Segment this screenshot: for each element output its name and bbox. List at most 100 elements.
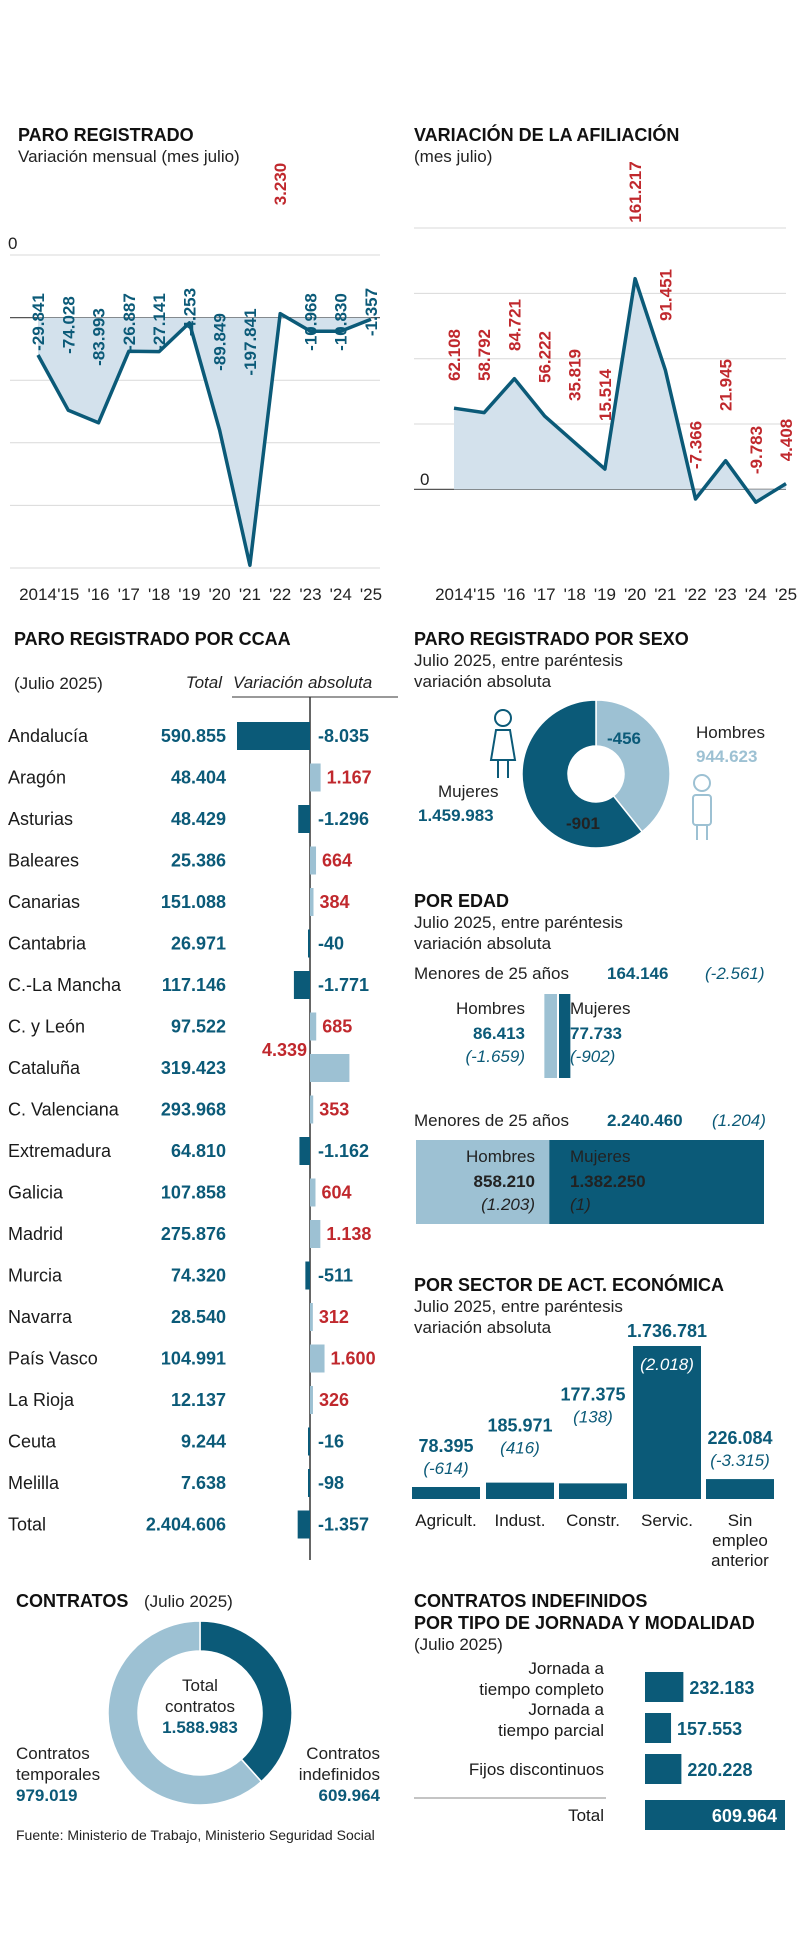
x-tick-label: '19 xyxy=(594,585,616,604)
region-total: 319.423 xyxy=(161,1058,226,1078)
variation-bar xyxy=(299,1137,310,1165)
ccaa-row: La Rioja 12.137 326 xyxy=(8,1386,349,1414)
region-total: 48.429 xyxy=(171,809,226,829)
region-name: Aragón xyxy=(8,768,66,788)
sector-bar xyxy=(706,1479,774,1499)
edad-chart: POR EDAD Julio 2025, entre paréntesis va… xyxy=(414,891,766,1224)
center-value: 1.588.983 xyxy=(162,1718,238,1737)
center-label-1: Total xyxy=(182,1676,218,1695)
x-tick-label: '17 xyxy=(118,585,140,604)
region-total: 590.855 xyxy=(161,726,226,746)
ccaa-row: C. y León 97.522 685 xyxy=(8,1012,352,1041)
zero-label: 0 xyxy=(420,470,429,489)
x-tick-label: '15 xyxy=(57,585,79,604)
group-2-hombres-value: 858.210 xyxy=(474,1172,535,1191)
x-tick-label: '21 xyxy=(239,585,261,604)
chart-subtitle-1: Julio 2025, entre paréntesis xyxy=(414,1297,623,1316)
female-icon xyxy=(489,709,517,778)
group-2-total-var: (1.204) xyxy=(712,1111,766,1130)
data-labels: 62.108 58.792 84.721 56.222 35.819 15.514 161.… xyxy=(445,161,796,474)
ccaa-row: Aragón 48.404 1.167 xyxy=(8,763,372,792)
variation-label: -40 xyxy=(318,934,344,954)
x-tick-label: '23 xyxy=(715,585,737,604)
group-1-label: Menores de 25 años xyxy=(414,964,569,983)
data-label: 21.945 xyxy=(717,359,736,411)
x-tick-label: '18 xyxy=(564,585,586,604)
region-name: Galicia xyxy=(8,1183,64,1203)
chart-title: POR SECTOR DE ACT. ECONÓMICA xyxy=(414,1274,724,1295)
group-1-bars xyxy=(544,994,571,1078)
pie-slice xyxy=(199,1620,293,1783)
region-name: Extremadura xyxy=(8,1141,112,1161)
variation-label: -1.162 xyxy=(318,1141,369,1161)
ccaa-row: Cataluña 319.423 4.339 xyxy=(8,1040,350,1082)
chart-title-2: POR TIPO DE JORNADA Y MODALIDAD xyxy=(414,1613,755,1633)
sector-bar xyxy=(559,1483,627,1499)
variation-bar xyxy=(298,805,310,833)
x-tick-labels: 2014'15 '16 '17 '18 '19 '20 '21 '22 '23 '24 '25 xyxy=(19,585,382,604)
hombres-value: 944.623 xyxy=(696,747,757,766)
chart-title: VARIACIÓN DE LA AFILIACIÓN xyxy=(414,124,679,145)
region-total: 151.088 xyxy=(161,892,226,912)
group-2-hombres-var: (1.203) xyxy=(481,1195,535,1214)
afiliacion-chart: VARIACIÓN DE LA AFILIACIÓN (mes julio) 0… xyxy=(414,124,797,604)
chart-title: POR EDAD xyxy=(414,891,509,911)
sector-category: Sin xyxy=(728,1511,753,1530)
chart-title: PARO REGISTRADO POR CCAA xyxy=(14,629,291,649)
contratos-chart: CONTRATOS (Julio 2025) Total contratos 1… xyxy=(16,1591,381,1806)
region-name: País Vasco xyxy=(8,1349,98,1369)
data-label: 161.217 xyxy=(626,161,645,222)
region-name: C.-La Mancha xyxy=(8,975,122,995)
sexo-donut xyxy=(521,699,671,849)
paro-registrado-chart: PARO REGISTRADO Variación mensual (mes j… xyxy=(8,125,382,604)
variation-label: -8.035 xyxy=(318,726,369,746)
x-tick-label: '24 xyxy=(745,585,767,604)
data-label: -89.849 xyxy=(211,313,230,371)
data-label: 35.819 xyxy=(566,349,585,401)
variation-bar xyxy=(310,1344,325,1373)
region-total: 97.522 xyxy=(171,1017,226,1037)
region-name: Canarias xyxy=(8,892,80,912)
group-2-mujeres-var: (1) xyxy=(570,1195,591,1214)
variation-bar xyxy=(310,1095,314,1124)
data-label: -7.366 xyxy=(686,421,705,469)
region-total: 275.876 xyxy=(161,1224,226,1244)
pie-slice xyxy=(521,699,644,849)
variation-label: 1.600 xyxy=(331,1349,376,1369)
region-name: Total xyxy=(8,1515,46,1535)
region-name: Navarra xyxy=(8,1307,73,1327)
chart-subtitle: (Julio 2025) xyxy=(414,1635,503,1654)
variation-label: 1.138 xyxy=(326,1224,371,1244)
chart-title: PARO REGISTRADO POR SEXO xyxy=(414,629,689,649)
hombres-bar xyxy=(544,994,557,1078)
indefinidos-label: tiempo parcial xyxy=(498,1721,604,1740)
group-2-label: Menores de 25 años xyxy=(414,1111,569,1130)
x-tick-label: 2014 xyxy=(19,585,57,604)
chart-subtitle: Variación mensual (mes julio) xyxy=(18,147,240,166)
data-label: 84.721 xyxy=(505,299,524,351)
ccaa-row: Baleares 25.386 664 xyxy=(8,846,352,875)
source-note: Fuente: Ministerio de Trabajo, Ministeri… xyxy=(16,1827,375,1843)
variation-bar xyxy=(310,1303,313,1331)
indefinidos-bar xyxy=(645,1800,785,1830)
ccaa-row: Ceuta 9.244 -16 xyxy=(8,1427,344,1456)
chart-title: CONTRATOS xyxy=(16,1591,128,1611)
sector-chart: POR SECTOR DE ACT. ECONÓMICA Julio 2025,… xyxy=(412,1274,774,1570)
zero-label: 0 xyxy=(8,234,17,253)
group-1-hombres-value: 86.413 xyxy=(473,1024,525,1043)
x-tick-label: '19 xyxy=(178,585,200,604)
variation-bar xyxy=(310,1386,313,1414)
x-tick-label: '25 xyxy=(360,585,382,604)
x-tick-label: '17 xyxy=(533,585,555,604)
chart-title-extra: (Julio 2025) xyxy=(144,1592,233,1611)
indefinidos-chart: CONTRATOS INDEFINIDOS POR TIPO DE JORNAD… xyxy=(414,1591,785,1830)
chart-title: PARO REGISTRADO xyxy=(18,125,194,145)
group-1-hombres-label: Hombres xyxy=(456,999,525,1018)
sector-value: 177.375 xyxy=(560,1384,625,1404)
x-tick-labels: 2014'15 '16 '17 '18 '19 '20 '21 '22 '23 '24 '25 xyxy=(435,585,797,604)
sector-bar xyxy=(633,1346,701,1499)
variation-label: -1.296 xyxy=(318,809,369,829)
region-name: Madrid xyxy=(8,1224,63,1244)
pie-slice xyxy=(107,1620,263,1806)
